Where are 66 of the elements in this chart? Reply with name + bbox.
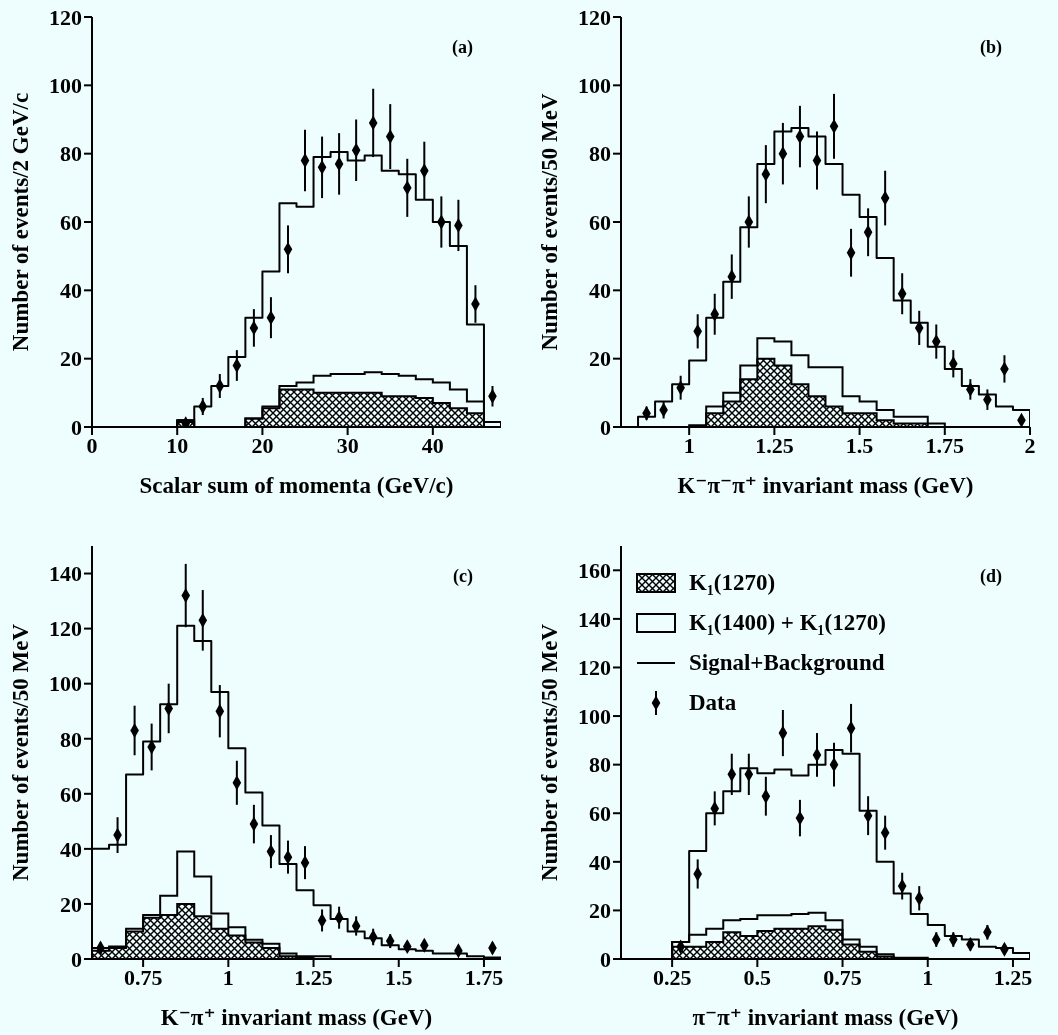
y-tick-label: 120 [49, 4, 82, 30]
y-tick-label: 20 [60, 346, 82, 372]
y-axis-title: Number of events/50 MeV [537, 93, 563, 351]
x-tick-label: 0.5 [743, 964, 772, 990]
y-tick-label: 100 [578, 73, 611, 99]
x-tick-label: 0.75 [823, 964, 862, 990]
y-tick-label: 0 [71, 414, 82, 440]
y-tick-label: 80 [589, 752, 611, 778]
x-axis-title: K⁻π⁻π⁺ invariant mass (GeV) [677, 473, 974, 498]
y-tick-label: 0 [600, 414, 611, 440]
annotation: (a) [452, 37, 473, 58]
x-tick-label: 30 [336, 432, 359, 458]
x-tick-label: 1.5 [845, 432, 874, 458]
y-tick-label: 140 [49, 561, 82, 587]
x-tick-label: 0.25 [652, 964, 692, 990]
y-tick-label: 40 [60, 278, 82, 304]
x-tick-label: 10 [166, 432, 189, 458]
y-axis-title: Number of events/50 MeV [537, 623, 563, 881]
y-tick-label: 160 [578, 558, 611, 584]
x-tick-label: 1.5 [385, 964, 413, 990]
legend-label: K₁(1270) [689, 570, 776, 596]
y-tick-label: 120 [578, 4, 611, 30]
y-tick-label: 60 [60, 209, 82, 235]
y-tick-label: 0 [71, 946, 82, 972]
annotation: (b) [980, 37, 1002, 58]
legend-label: Signal+Background [689, 650, 885, 676]
y-tick-label: 40 [60, 836, 82, 862]
y-tick-label: 120 [49, 616, 82, 642]
x-axis-title: Scalar sum of momenta (GeV/c) [139, 473, 454, 498]
y-axis-title: Number of events/50 MeV [8, 623, 34, 881]
y-tick-label: 20 [589, 346, 611, 372]
x-tick-label: 1.25 [993, 964, 1033, 990]
x-axis-title: K⁻π⁺ invariant mass (GeV) [160, 1005, 433, 1030]
y-tick-label: 20 [589, 898, 611, 924]
x-tick-label: 1 [683, 432, 695, 458]
y-tick-label: 100 [49, 671, 82, 697]
y-tick-label: 60 [589, 209, 611, 235]
y-tick-label: 40 [589, 849, 611, 875]
y-tick-label: 140 [578, 606, 611, 632]
x-tick-label: 20 [251, 432, 274, 458]
legend-label: K₁(1400) + K₁(1270) [689, 610, 886, 636]
x-tick-label: 1.75 [464, 964, 504, 990]
x-axis-title: π⁻π⁺ invariant mass (GeV) [692, 1005, 959, 1030]
y-tick-label: 20 [60, 891, 82, 917]
y-tick-label: 100 [49, 73, 82, 99]
x-tick-label: 1.25 [755, 432, 794, 458]
y-tick-label: 40 [589, 278, 611, 304]
x-tick-label: 0.75 [123, 964, 163, 990]
y-tick-label: 0 [600, 946, 611, 972]
y-tick-label: 80 [60, 141, 82, 167]
y-tick-label: 80 [589, 141, 611, 167]
x-tick-label: 1.75 [925, 432, 965, 458]
x-tick-label: 1 [922, 964, 934, 990]
y-tick-label: 100 [578, 703, 611, 729]
y-tick-label: 80 [60, 726, 82, 752]
y-tick-label: 60 [589, 801, 611, 827]
y-axis-title: Number of events/2 GeV/c [8, 92, 34, 352]
y-tick-label: 60 [60, 781, 82, 807]
annotation: (d) [980, 566, 1002, 587]
x-tick-label: 1 [222, 964, 234, 990]
x-tick-label: 1.25 [294, 964, 333, 990]
legend-label: Data [689, 690, 737, 716]
annotation: (c) [453, 566, 473, 587]
x-tick-label: 40 [421, 432, 444, 458]
x-tick-label: 2 [1024, 432, 1036, 458]
y-tick-label: 120 [578, 655, 611, 681]
